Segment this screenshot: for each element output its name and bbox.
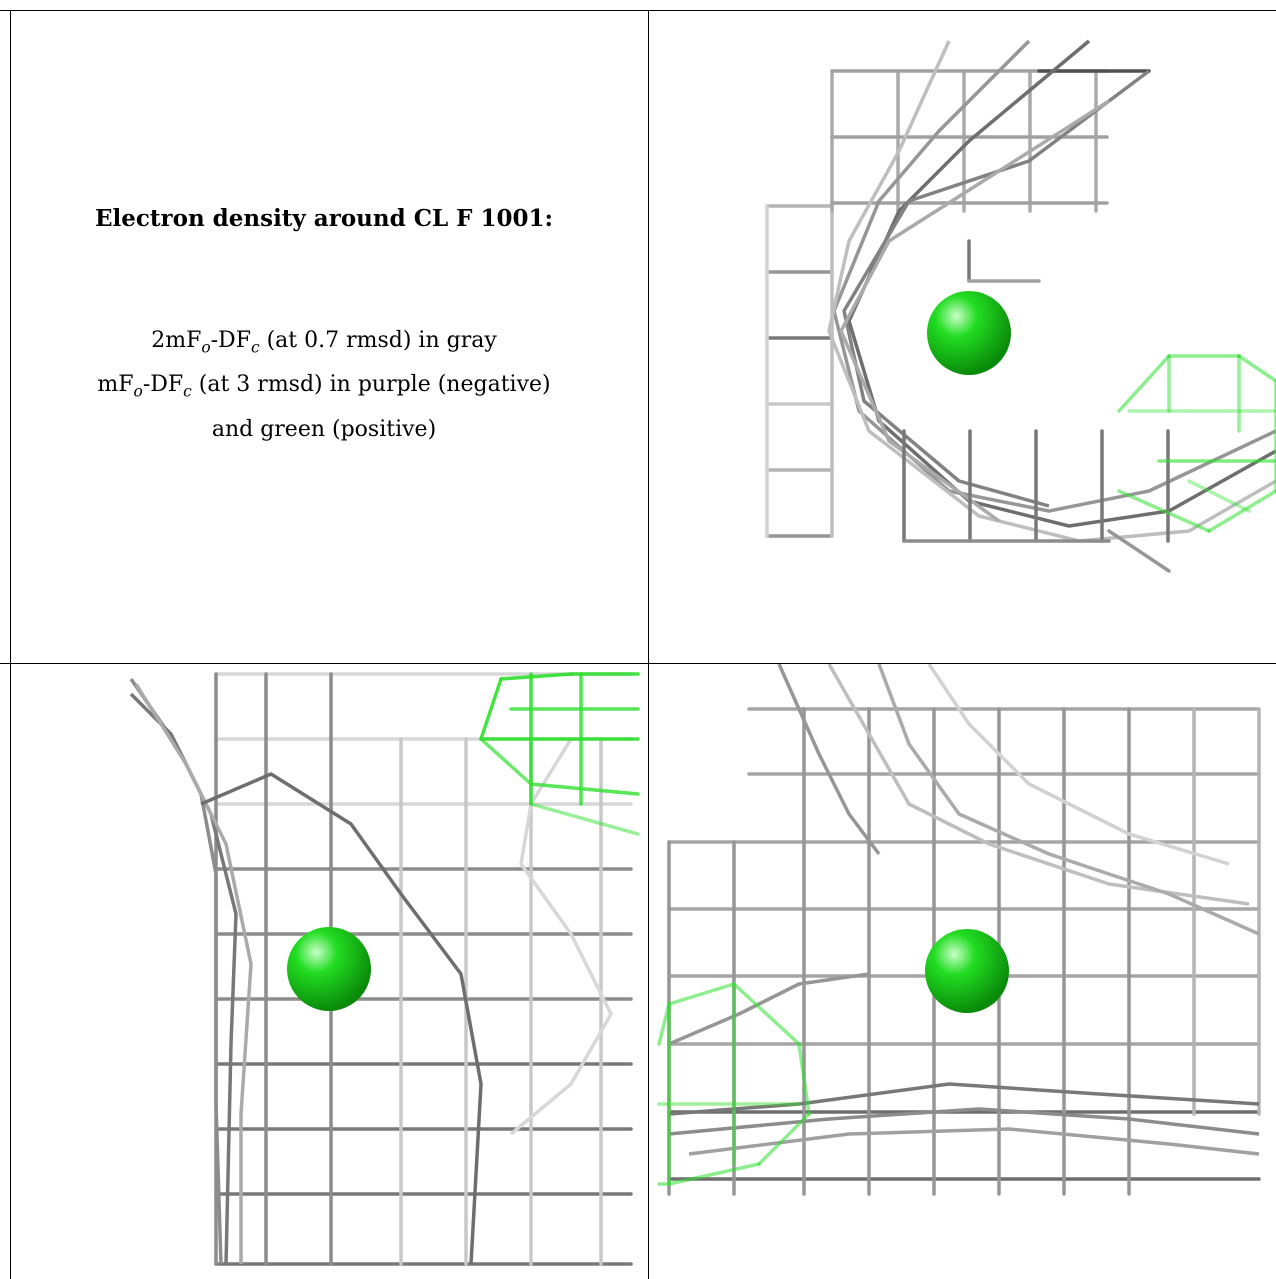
mesh-contour (842, 69, 1151, 508)
mesh-contour (688, 1127, 1260, 1156)
mesh-contour (129, 678, 223, 1265)
frame-row-rule (0, 663, 1276, 664)
mesh-contour (129, 692, 238, 1265)
mesh-contour (668, 1082, 1260, 1116)
density-view-3-svg (657, 664, 1261, 1196)
legend-line-fofc: mFo-DFc (at 3 rmsd) in purple (negative) (97, 372, 551, 401)
mesh-contour (134, 683, 253, 1264)
mesh-line (1107, 529, 1171, 573)
positive-density-line (529, 802, 640, 836)
density-view-2 (11, 664, 648, 1279)
positive-density-line (732, 982, 801, 1046)
positive-density-line (757, 1112, 811, 1166)
frame-left-rule (10, 10, 11, 1279)
mesh-contour (777, 664, 881, 856)
mesh-contour (927, 664, 1230, 866)
mesh-contour (877, 664, 1260, 936)
figure-legend: 2mFo-DFc (at 0.7 rmsd) in gray mFo-DFc (… (0, 322, 648, 449)
positive-density-line (479, 677, 503, 741)
frame-top-rule (0, 10, 1276, 11)
figure-title: Electron density around CL F 1001: (94, 205, 554, 232)
mesh-contour (668, 972, 870, 1046)
density-view-3 (649, 664, 1276, 1279)
mesh-contour (847, 39, 1276, 528)
mesh-contour (827, 664, 1250, 906)
positive-density-line (667, 1162, 761, 1186)
density-view-1 (649, 11, 1276, 663)
legend-line-2fofc: 2mFo-DFc (at 0.7 rmsd) in gray (151, 328, 497, 357)
chlorine-atom-sphere (925, 929, 1009, 1013)
density-view-2-svg (129, 672, 640, 1266)
chlorine-atom-sphere (927, 291, 1011, 375)
positive-density-line (1237, 354, 1276, 383)
positive-density-line (479, 737, 533, 786)
mesh-contour (839, 99, 1110, 523)
mesh-contour (832, 39, 1276, 513)
positive-density-line (1187, 479, 1251, 513)
positive-density-line (1117, 354, 1171, 413)
mesh-contour (827, 40, 1276, 543)
positive-density-line (667, 982, 736, 1006)
frame-middle-rule (648, 10, 649, 1279)
positive-density-line (1117, 489, 1211, 533)
positive-density-line (499, 672, 573, 681)
positive-density-line (529, 782, 640, 796)
positive-density-line (1207, 489, 1276, 533)
mesh-contour (200, 772, 483, 1265)
mesh-contour (668, 1107, 1260, 1136)
mesh-contour (509, 738, 613, 1136)
legend-line-positive: and green (positive) (211, 416, 437, 442)
positive-density-line (797, 1042, 811, 1116)
chlorine-atom-sphere (287, 927, 371, 1011)
density-view-1-svg (765, 39, 1276, 573)
